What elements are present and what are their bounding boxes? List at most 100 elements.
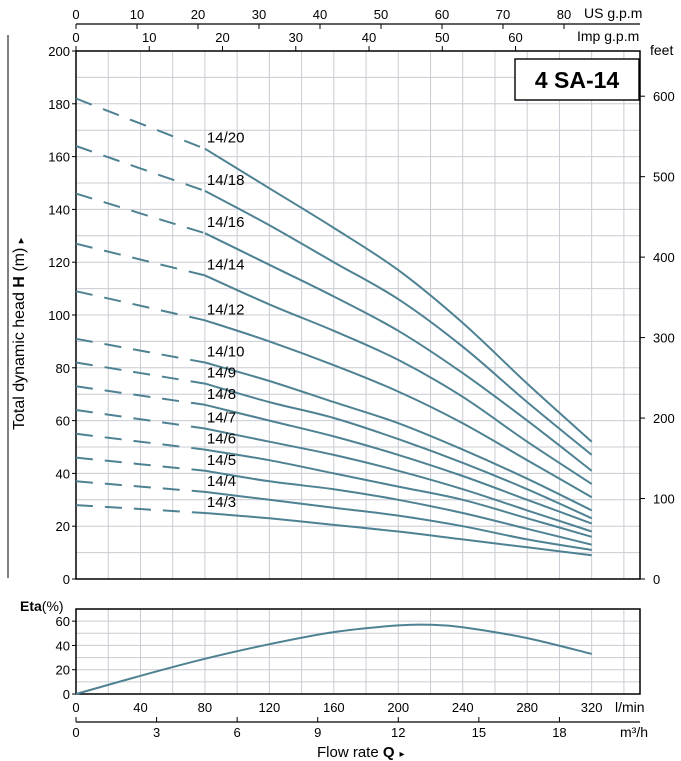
m3h-tick-label: 6 (234, 725, 241, 740)
curve-dashed-segment (75, 480, 205, 493)
us-gpm-tick-label: 70 (496, 7, 510, 22)
curve-dashed-segment (75, 432, 206, 451)
curve-labels: 14/20 14/18 14/16 14/14 14/12 14/10 14/9 14/8 14… (207, 130, 245, 511)
m3h-tick-label: 15 (472, 725, 486, 740)
curve-label: 14/5 (207, 452, 236, 469)
feet-axis-ticks: 0 100 200 300 400 500 600 (640, 89, 675, 587)
curve-label: 14/20 (207, 130, 245, 147)
m3h-tick-label: 0 (72, 725, 79, 740)
imp-gpm-tick-label: 0 (72, 30, 79, 45)
flow-axis-title: Flow rate Q ▸ (317, 744, 405, 761)
feet-tick-label: 400 (653, 250, 675, 265)
curve-label: 14/10 (207, 344, 245, 361)
curve-dashed-segment (75, 409, 206, 430)
eta-axis-ticks: 0 20 40 60 (56, 614, 76, 702)
head-tick-label: 20 (56, 519, 70, 534)
head-tick-label: 60 (56, 414, 70, 429)
eta-plot-frame (75, 608, 641, 695)
feet-tick-label: 600 (653, 89, 675, 104)
curve-dashed-segment (75, 385, 206, 406)
lmin-axis-label: l/min (615, 699, 645, 715)
curve-solid-segment (204, 232, 593, 472)
curve-dashed-segment (75, 361, 206, 385)
imp-gpm-tick-label: 30 (289, 30, 303, 45)
imp-gpm-axis-label: Imp g.p.m (577, 28, 639, 44)
us-gpm-axis-label: US g.p.m (584, 5, 642, 21)
head-tick-label: 100 (48, 308, 70, 323)
m3h-tick-label: 3 (153, 725, 160, 740)
head-axis-ticks: 0 20 40 60 80 100 120 140 160 180 200 (48, 44, 76, 587)
lmin-tick-label: 280 (516, 700, 538, 715)
eta-tick-label: 20 (56, 663, 70, 678)
curve-label: 14/9 (207, 365, 236, 382)
curve-solid-segment (204, 469, 592, 546)
curve-dashed-segment (75, 242, 206, 277)
curve-solid-segment (204, 512, 592, 557)
curve-label: 14/8 (207, 386, 236, 403)
us-gpm-tick-label: 60 (435, 7, 449, 22)
head-axis-title-pre: Total dynamic head (11, 288, 28, 430)
curve-dashed-segment (75, 456, 206, 472)
feet-tick-label: 500 (653, 170, 675, 185)
head-axis-title-mid: (m) (11, 243, 28, 276)
eta-axis-label: Eta(%) (20, 598, 64, 614)
head-axis-title: Total dynamic head H (m) ▸ (11, 237, 28, 430)
curve-dashed-segment (75, 145, 206, 192)
eta-grid (76, 609, 640, 694)
curve-label: 14/18 (207, 172, 245, 189)
curve-solid-segment (204, 427, 593, 533)
eta-tick-label: 0 (63, 687, 70, 702)
curve-solid-segment (204, 403, 593, 525)
m3h-axis-ticks: 0 3 6 9 12 15 18 (72, 717, 567, 740)
curve-dashed-segment (75, 504, 205, 514)
m3h-tick-label: 9 (314, 725, 321, 740)
lmin-tick-label: 120 (259, 700, 281, 715)
flow-title-bold: Q (383, 744, 395, 761)
head-curves (75, 97, 593, 557)
lmin-axis-ticks: 0 40 80 120 160 200 240 280 320 (72, 700, 602, 715)
feet-tick-label: 0 (653, 572, 660, 587)
feet-tick-label: 100 (653, 492, 675, 507)
lmin-tick-label: 200 (387, 700, 409, 715)
eta-tick-label: 40 (56, 638, 70, 653)
head-tick-label: 200 (48, 44, 70, 59)
head-tick-label: 160 (48, 150, 70, 165)
curve-label: 14/16 (207, 214, 245, 231)
imp-gpm-tick-label: 20 (215, 30, 229, 45)
head-tick-label: 0 (63, 572, 70, 587)
us-gpm-tick-label: 0 (72, 7, 79, 22)
eta-label-bold: Eta (20, 598, 42, 614)
imp-gpm-tick-label: 10 (142, 30, 156, 45)
lmin-tick-label: 80 (198, 700, 212, 715)
curve-solid-segment (204, 361, 593, 512)
eta-tick-label: 60 (56, 614, 70, 629)
curve-dashed-segment (75, 290, 206, 322)
curve-label: 14/4 (207, 473, 236, 490)
head-tick-label: 140 (48, 202, 70, 217)
curve-solid-segment (204, 382, 593, 520)
imp-gpm-tick-label: 40 (362, 30, 376, 45)
us-gpm-tick-label: 80 (557, 7, 571, 22)
imp-gpm-tick-label: 60 (508, 30, 522, 45)
eta-line (75, 623, 592, 695)
feet-tick-label: 300 (653, 331, 675, 346)
us-gpm-tick-label: 50 (374, 7, 388, 22)
m3h-tick-label: 18 (552, 725, 566, 740)
top-axis-ticks: 0 10 20 30 40 50 60 70 80 0 10 20 30 40 50 60 (72, 7, 571, 51)
model-box: 4 SA-14 (514, 58, 640, 101)
lmin-tick-label: 160 (323, 700, 345, 715)
head-axis-title-bold: H (11, 276, 28, 288)
curve-dashed-segment (75, 337, 206, 364)
lmin-tick-label: 320 (581, 700, 603, 715)
feet-axis-label: feet (650, 42, 673, 58)
flow-title-arrow: ▸ (400, 749, 405, 760)
curve-dashed-segment (75, 192, 206, 235)
curve-dashed-segment (75, 97, 206, 150)
head-tick-label: 180 (48, 97, 70, 112)
curve-solid-segment (204, 448, 592, 538)
feet-tick-label: 200 (653, 411, 675, 426)
curve-label: 14/14 (207, 256, 245, 273)
curve-label: 14/7 (207, 410, 236, 427)
curve-solid-segment (204, 190, 593, 456)
